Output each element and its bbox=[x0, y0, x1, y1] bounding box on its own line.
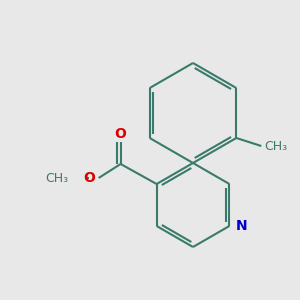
Text: CH₃: CH₃ bbox=[264, 140, 287, 152]
Text: O: O bbox=[115, 127, 127, 141]
Text: O: O bbox=[83, 171, 94, 185]
Text: CH₃: CH₃ bbox=[46, 172, 69, 184]
Text: N: N bbox=[236, 219, 247, 233]
